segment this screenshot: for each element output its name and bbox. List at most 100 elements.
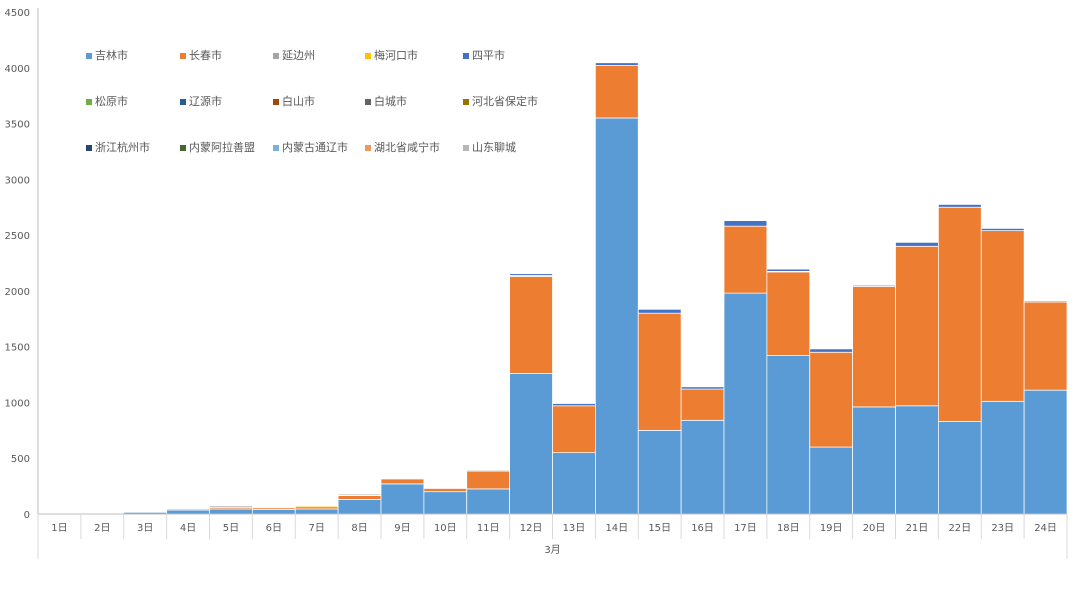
bar-segment	[252, 507, 296, 510]
bar-segment	[552, 452, 596, 515]
legend-swatch	[86, 53, 92, 59]
x-tick-label: 19日	[820, 523, 843, 534]
x-tick-label: 21日	[906, 523, 929, 534]
x-group-label: 3月	[544, 544, 560, 556]
legend-swatch	[365, 99, 371, 105]
x-tick-label: 17日	[734, 523, 757, 534]
bar-segment	[852, 286, 896, 408]
bar-segment	[252, 509, 296, 515]
bar-segment	[980, 230, 1025, 402]
x-tick-label: 24日	[1034, 523, 1057, 534]
bar-segment	[209, 508, 253, 515]
x-tick-label: 14日	[605, 523, 628, 534]
bar-segment	[637, 308, 682, 314]
x-tick-label: 6日	[266, 523, 282, 534]
x-tick-label: 20日	[863, 523, 886, 534]
bar-segment	[680, 419, 725, 515]
x-tick-label: 9日	[394, 523, 410, 534]
x-tick-label: 11日	[477, 523, 500, 534]
x-tick-label: 16日	[691, 523, 714, 534]
bar-segment	[809, 348, 853, 353]
bar-segment	[423, 491, 468, 515]
bar-segment	[337, 495, 382, 500]
bar-segment	[1023, 301, 1068, 391]
bar-segment	[809, 446, 853, 515]
x-tick-label: 1日	[51, 523, 67, 534]
y-tick-label: 3000	[5, 175, 30, 186]
bar-segment	[294, 508, 339, 515]
bar-segment	[595, 62, 639, 66]
bar-segment	[637, 429, 682, 515]
bar-segment	[1023, 389, 1068, 515]
legend-swatch	[365, 53, 371, 59]
bar-segment	[809, 351, 853, 448]
legend-label: 浙江杭州市	[95, 140, 150, 154]
bar-segment	[680, 386, 725, 390]
bar-segment	[166, 509, 210, 515]
legend-label: 湖北省咸宁市	[374, 140, 440, 154]
y-tick-label: 500	[11, 454, 30, 465]
bar-segment	[466, 469, 510, 471]
bar-segment	[852, 284, 896, 287]
bar-segment	[552, 405, 596, 454]
x-tick-label: 22日	[948, 523, 971, 534]
bar-segment	[680, 388, 725, 421]
legend-label: 内蒙古通辽市	[282, 140, 348, 154]
legend-label: 延边州	[282, 49, 315, 62]
bar-segment	[423, 487, 468, 489]
legend-swatch	[365, 145, 371, 151]
x-tick-label: 15日	[648, 523, 671, 534]
bar-segment	[980, 400, 1025, 515]
y-tick-label: 4000	[5, 64, 30, 75]
x-tick-label: 2日	[94, 523, 110, 534]
legend-swatch	[273, 53, 279, 59]
bar-segment	[509, 273, 553, 276]
y-tick-label: 4500	[5, 8, 30, 19]
y-tick-label: 2500	[5, 231, 30, 242]
x-tick-label: 3日	[137, 523, 153, 534]
bar-segment	[852, 406, 896, 515]
bar-segment	[895, 245, 939, 407]
y-tick-label: 1000	[5, 398, 30, 409]
legend-label: 吉林市	[95, 48, 128, 62]
bar-segment	[337, 499, 382, 515]
legend-swatch	[463, 145, 469, 151]
bar-segment	[938, 206, 982, 422]
legend-swatch	[180, 145, 186, 151]
legend-label: 四平市	[472, 48, 505, 62]
bar-segment	[766, 355, 811, 515]
x-tick-label: 8日	[351, 523, 367, 534]
legend-label: 白山市	[282, 94, 315, 108]
bar-segment	[509, 276, 553, 374]
bar-segment	[294, 505, 339, 508]
y-tick-label: 3500	[5, 120, 30, 131]
bar-segment	[552, 403, 596, 407]
y-tick-label: 1500	[5, 343, 30, 354]
legend-label: 辽源市	[189, 94, 222, 108]
bars-layer	[37, 62, 1068, 515]
bar-segment	[595, 65, 639, 119]
legend-label: 白城市	[374, 94, 407, 108]
bar-segment	[895, 405, 939, 515]
legend-label: 梅河口市	[374, 48, 418, 62]
bar-segment	[723, 225, 768, 294]
axes-layer: 0 500 1000 1500 2000 2500 3000 3500 4000 4500 1日 2日…	[5, 8, 1068, 559]
x-tick-label: 23日	[991, 523, 1014, 534]
y-tick-label: 0	[24, 510, 30, 521]
bar-segment	[723, 220, 768, 227]
x-tick-label: 5日	[223, 523, 239, 534]
bar-segment	[980, 228, 1025, 232]
bar-segment	[766, 268, 811, 272]
y-tick-label: 2000	[5, 287, 30, 298]
x-tick-label: 12日	[520, 523, 543, 534]
legend-swatch	[273, 145, 279, 151]
legend-label: 内蒙阿拉善盟	[189, 140, 255, 154]
bar-segment	[1023, 300, 1068, 303]
x-tick-label: 10日	[434, 523, 457, 534]
bar-segment	[895, 241, 939, 247]
bar-segment	[938, 204, 982, 208]
bar-segment	[723, 292, 768, 515]
legend-label: 山东聊城	[472, 140, 516, 154]
